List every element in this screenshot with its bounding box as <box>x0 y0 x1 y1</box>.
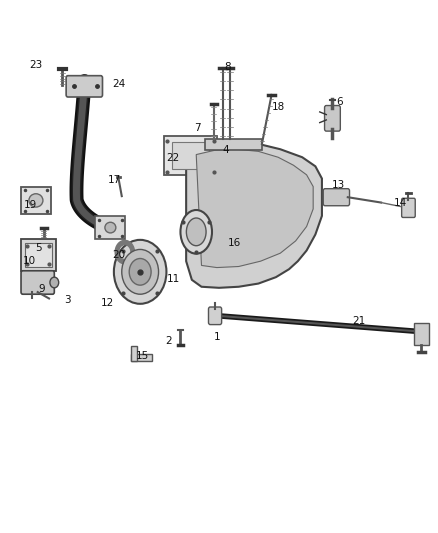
Circle shape <box>122 249 159 294</box>
FancyBboxPatch shape <box>325 106 340 131</box>
Text: 19: 19 <box>24 200 37 210</box>
Text: 20: 20 <box>113 250 126 260</box>
Text: 11: 11 <box>166 274 180 284</box>
Bar <box>414 323 429 345</box>
Text: 1: 1 <box>213 332 220 342</box>
Text: 21: 21 <box>353 316 366 326</box>
Text: 2: 2 <box>165 336 172 346</box>
Text: 24: 24 <box>113 79 126 88</box>
Polygon shape <box>196 149 313 268</box>
FancyBboxPatch shape <box>402 198 415 217</box>
Bar <box>25 243 52 266</box>
FancyBboxPatch shape <box>21 271 54 294</box>
Ellipse shape <box>180 210 212 254</box>
Text: 6: 6 <box>336 98 343 107</box>
FancyBboxPatch shape <box>323 189 350 206</box>
Text: 16: 16 <box>228 238 241 247</box>
Polygon shape <box>186 141 322 288</box>
Bar <box>205 139 262 150</box>
Ellipse shape <box>29 193 43 207</box>
Text: 5: 5 <box>35 243 42 253</box>
Text: 13: 13 <box>332 181 345 190</box>
Text: 22: 22 <box>166 154 180 163</box>
Text: 12: 12 <box>101 298 114 308</box>
Bar <box>131 346 137 361</box>
Ellipse shape <box>105 222 116 233</box>
Text: 18: 18 <box>272 102 285 111</box>
Circle shape <box>114 240 166 304</box>
Text: 23: 23 <box>29 60 42 70</box>
Circle shape <box>50 277 59 288</box>
Text: 17: 17 <box>108 175 121 184</box>
Text: 4: 4 <box>222 146 229 155</box>
Text: 14: 14 <box>394 198 407 207</box>
Bar <box>164 136 217 175</box>
Bar <box>95 216 125 239</box>
FancyBboxPatch shape <box>208 307 222 325</box>
FancyBboxPatch shape <box>66 76 102 97</box>
Bar <box>21 239 56 271</box>
Text: 10: 10 <box>23 256 36 266</box>
Text: 7: 7 <box>194 123 201 133</box>
Text: 15: 15 <box>136 351 149 360</box>
Circle shape <box>129 259 151 285</box>
Text: 3: 3 <box>64 295 71 304</box>
Ellipse shape <box>187 218 206 246</box>
Text: 9: 9 <box>38 285 45 294</box>
Bar <box>131 354 152 361</box>
Bar <box>21 187 51 214</box>
Bar <box>172 142 209 169</box>
Text: 8: 8 <box>224 62 231 71</box>
